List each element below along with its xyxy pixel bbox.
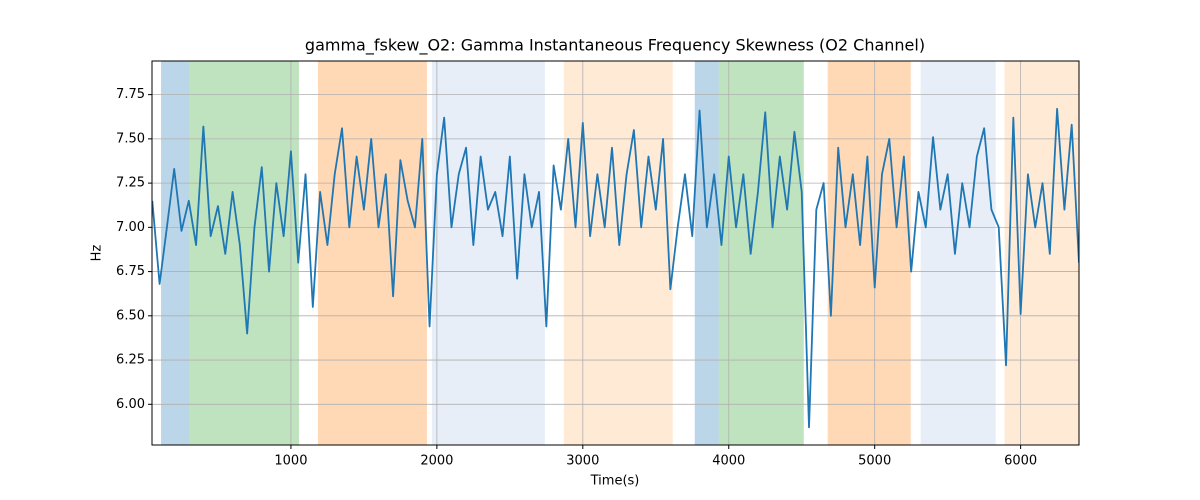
- shaded-span: [718, 61, 804, 445]
- y-tick-label: 6.00: [116, 397, 145, 412]
- data-line: [152, 107, 1079, 429]
- x-tick-label: 4000: [712, 454, 745, 469]
- shaded-span: [1004, 61, 1079, 445]
- shaded-span: [188, 61, 299, 445]
- shaded-span: [563, 61, 673, 445]
- axes-frame: [151, 60, 1080, 446]
- x-tick-label: 1000: [274, 454, 307, 469]
- shaded-span: [317, 61, 427, 445]
- chart-title: gamma_fskew_O2: Gamma Instantaneous Freq…: [305, 36, 925, 56]
- y-tick-label: 7.75: [116, 87, 145, 102]
- plot-area: [161, 61, 1079, 445]
- y-tick-label: 6.50: [116, 308, 145, 323]
- x-tick-label: 3000: [566, 454, 599, 469]
- y-axis-label: Hz: [90, 245, 105, 262]
- y-tick-label: 7.00: [116, 220, 145, 235]
- shaded-span: [827, 61, 911, 445]
- y-tick-label: 7.25: [116, 176, 145, 191]
- x-tick-label: 2000: [420, 454, 453, 469]
- x-tick-label: 6000: [1004, 454, 1037, 469]
- shaded-span: [161, 61, 189, 445]
- y-tick-label: 6.75: [116, 264, 145, 279]
- y-tick-label: 7.50: [116, 131, 145, 146]
- x-tick-label: 5000: [858, 454, 891, 469]
- x-axis-label: Time(s): [590, 474, 640, 489]
- y-tick-label: 6.25: [116, 353, 145, 368]
- shaded-span: [920, 61, 996, 445]
- line-layer: [152, 107, 1079, 429]
- shaded-span: [431, 61, 545, 445]
